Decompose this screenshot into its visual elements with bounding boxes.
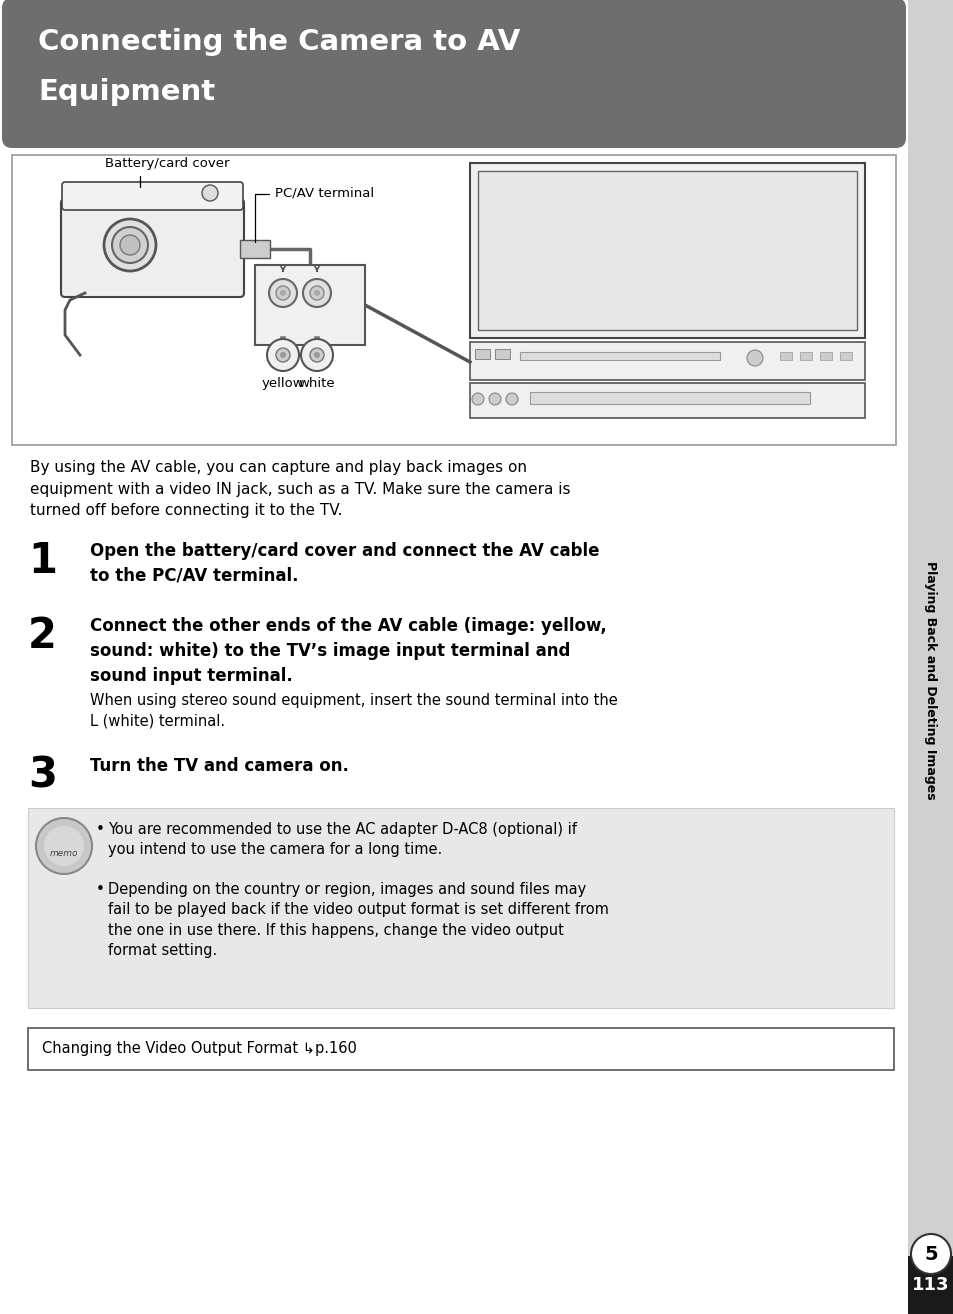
Text: Changing the Video Output Format ↳p.160: Changing the Video Output Format ↳p.160 xyxy=(42,1042,356,1056)
Text: 5: 5 xyxy=(923,1244,937,1264)
Circle shape xyxy=(120,235,140,255)
Circle shape xyxy=(505,393,517,405)
Circle shape xyxy=(269,279,296,307)
Circle shape xyxy=(910,1234,950,1275)
Circle shape xyxy=(472,393,483,405)
Circle shape xyxy=(301,339,333,371)
Text: memo: memo xyxy=(50,849,78,858)
FancyBboxPatch shape xyxy=(62,183,243,210)
Circle shape xyxy=(310,348,324,361)
Circle shape xyxy=(36,819,91,874)
Bar xyxy=(470,382,864,418)
Circle shape xyxy=(104,219,156,271)
Bar xyxy=(470,163,864,338)
Bar xyxy=(840,352,851,360)
Text: •: • xyxy=(96,882,105,897)
Text: Connecting the Camera to AV: Connecting the Camera to AV xyxy=(38,28,519,57)
Circle shape xyxy=(314,290,319,296)
FancyBboxPatch shape xyxy=(2,0,905,148)
Bar xyxy=(800,352,811,360)
Bar xyxy=(12,155,895,445)
Bar xyxy=(530,392,809,403)
FancyBboxPatch shape xyxy=(61,198,244,297)
Bar xyxy=(254,265,365,346)
Circle shape xyxy=(112,227,148,263)
Bar xyxy=(820,352,831,360)
Text: Depending on the country or region, images and sound files may
fail to be played: Depending on the country or region, imag… xyxy=(108,882,608,958)
Bar xyxy=(28,808,893,1008)
Bar xyxy=(240,240,270,258)
Text: When using stereo sound equipment, insert the sound terminal into the
L (white) : When using stereo sound equipment, inser… xyxy=(90,692,618,729)
Circle shape xyxy=(202,185,218,201)
Text: By using the AV cable, you can capture and play back images on
equipment with a : By using the AV cable, you can capture a… xyxy=(30,460,570,518)
Text: 3: 3 xyxy=(28,756,57,798)
Text: 2: 2 xyxy=(28,615,57,657)
Bar xyxy=(907,0,953,1314)
Bar xyxy=(907,1256,953,1314)
Text: white: white xyxy=(298,377,335,390)
Text: Battery/card cover: Battery/card cover xyxy=(105,156,230,187)
Text: Open the battery/card cover and connect the AV cable
to the PC/AV terminal.: Open the battery/card cover and connect … xyxy=(90,541,598,585)
Bar xyxy=(475,350,490,359)
Bar xyxy=(470,342,864,380)
Circle shape xyxy=(275,348,290,361)
Circle shape xyxy=(314,352,319,357)
Text: yellow: yellow xyxy=(261,377,304,390)
Circle shape xyxy=(303,279,331,307)
Bar xyxy=(28,1028,893,1070)
Circle shape xyxy=(267,339,298,371)
Text: 113: 113 xyxy=(911,1276,949,1294)
Text: 1: 1 xyxy=(28,540,57,582)
Circle shape xyxy=(310,286,324,300)
Circle shape xyxy=(280,352,286,357)
Text: PC/AV terminal: PC/AV terminal xyxy=(254,187,374,242)
Circle shape xyxy=(280,290,286,296)
Text: Turn the TV and camera on.: Turn the TV and camera on. xyxy=(90,757,349,775)
Text: Equipment: Equipment xyxy=(38,78,214,106)
Text: You are recommended to use the AC adapter D-AC8 (optional) if
you intend to use : You are recommended to use the AC adapte… xyxy=(108,823,577,858)
Bar xyxy=(519,352,720,360)
Bar xyxy=(495,350,510,359)
Circle shape xyxy=(275,286,290,300)
Text: •: • xyxy=(96,823,105,837)
Circle shape xyxy=(489,393,500,405)
Circle shape xyxy=(746,350,762,367)
Text: Playing Back and Deleting Images: Playing Back and Deleting Images xyxy=(923,561,937,799)
Circle shape xyxy=(44,827,84,866)
Bar xyxy=(780,352,791,360)
Text: Connect the other ends of the AV cable (image: yellow,
sound: white) to the TV’s: Connect the other ends of the AV cable (… xyxy=(90,618,606,685)
Bar xyxy=(477,171,856,330)
